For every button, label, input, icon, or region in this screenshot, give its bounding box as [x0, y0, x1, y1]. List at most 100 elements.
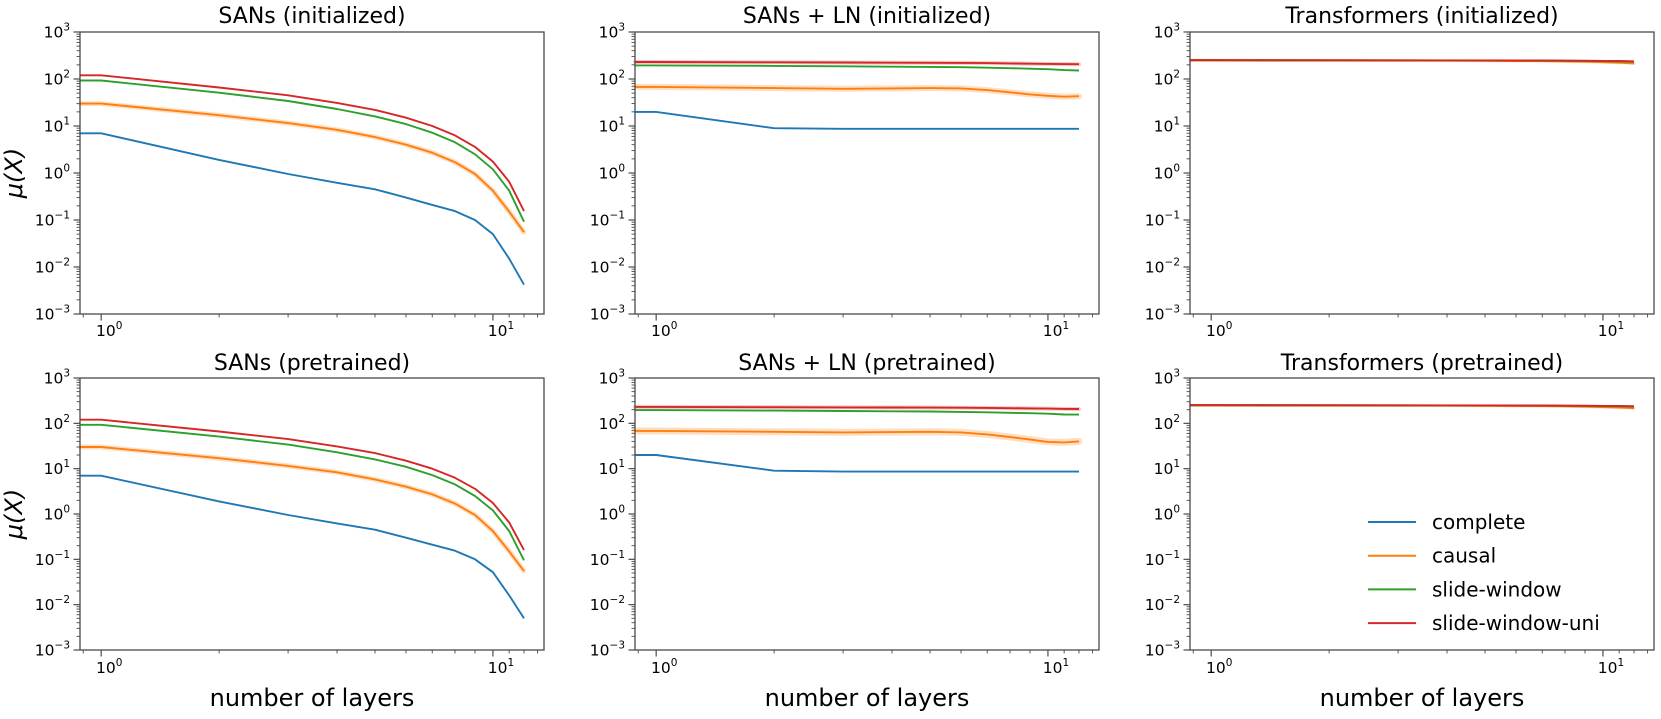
x-tick-label: 101	[1598, 657, 1624, 677]
series-line-slide-window-uni	[635, 405, 1080, 410]
series-line-slide-window-uni	[1190, 404, 1635, 408]
x-axis-label: number of layers	[1320, 684, 1525, 712]
y-tick-label: 101	[599, 458, 625, 478]
axes-frame	[79, 377, 545, 651]
x-tick-label: 100	[96, 320, 122, 340]
subplot-svg-transformers-pretrained: Transformers (pretrained) 103 102 101 100 10−…	[1145, 351, 1655, 712]
y-axis-label: μ(X)	[0, 148, 28, 199]
y-tick-label: 10−2	[590, 594, 625, 614]
series-line-complete	[80, 132, 525, 286]
chart-title: SANs + LN (pretrained)	[738, 351, 995, 376]
y-tick-label: 10−3	[35, 640, 70, 660]
legend-label-causal: causal	[1432, 544, 1496, 568]
subplot-sans-ln-pretrained: SANs + LN (pretrained) 103 102 101 100 10−1 10…	[555, 340, 1106, 719]
series-line-slide-window	[635, 64, 1080, 72]
axes-frame	[79, 31, 545, 315]
y-tick-label: 100	[44, 504, 70, 524]
x-tick-label: 100	[96, 657, 122, 677]
series-line-complete	[635, 454, 1079, 473]
y-tick-label: 103	[44, 22, 70, 42]
series-line-slide-window	[635, 409, 1080, 416]
chart-title: SANs (pretrained)	[214, 351, 410, 376]
y-tick-label: 10−3	[35, 304, 70, 324]
y-tick-label: 10−2	[1145, 594, 1180, 614]
y-tick-label: 101	[599, 116, 625, 136]
y-tick-label: 103	[1154, 368, 1180, 388]
y-tick-label: 10−3	[1145, 304, 1180, 324]
subplot-svg-sans-ln-initialized: SANs + LN (initialized) 103 102 101 100 10−1 1…	[590, 4, 1100, 340]
y-tick-label: 103	[599, 368, 625, 388]
y-tick-label: 102	[44, 69, 70, 89]
y-tick-label: 103	[1154, 22, 1180, 42]
legend-label-slide-window: slide-window	[1432, 577, 1562, 601]
series-line-slide-window-uni	[635, 61, 1080, 66]
subplot-svg-sans-ln-pretrained: SANs + LN (pretrained) 103 102 101 100 10−1 10…	[590, 351, 1100, 712]
x-axis-label: number of layers	[765, 684, 970, 712]
y-tick-label: 10−3	[590, 304, 625, 324]
y-tick-label: 102	[44, 413, 70, 433]
subplot-sans-pretrained: SANs (pretrained) 103 102 101 100 10−1 10−2 10−…	[0, 340, 551, 719]
y-tick-label: 100	[1154, 504, 1180, 524]
y-axis-label: μ(X)	[0, 489, 28, 540]
chart-title: Transformers (pretrained)	[1280, 351, 1563, 376]
subplot-transformers-pretrained: Transformers (pretrained) 103 102 101 100 10−…	[1110, 340, 1661, 719]
x-tick-label: 100	[651, 657, 677, 677]
y-tick-label: 103	[44, 368, 70, 388]
x-tick-label: 100	[1206, 320, 1232, 340]
series-line-causal	[80, 446, 525, 572]
y-tick-label: 103	[599, 22, 625, 42]
y-tick-label: 10−1	[590, 549, 625, 569]
series-line-causal	[635, 429, 1080, 444]
subplot-svg-transformers-initialized: Transformers (initialized) 103 102 101 100 10…	[1145, 4, 1655, 340]
subplot-sans-ln-initialized: SANs + LN (initialized) 103 102 101 100 10−1 1…	[555, 0, 1106, 340]
chart-title: SANs + LN (initialized)	[743, 4, 991, 29]
y-tick-label: 102	[1154, 413, 1180, 433]
y-tick-label: 10−3	[590, 640, 625, 660]
y-tick-label: 100	[599, 504, 625, 524]
series-line-slide-window	[80, 423, 525, 561]
y-tick-label: 10−1	[35, 549, 70, 569]
y-tick-label: 10−1	[1145, 549, 1180, 569]
series-line-causal	[80, 102, 525, 233]
y-tick-label: 100	[44, 163, 70, 183]
y-tick-label: 102	[1154, 69, 1180, 89]
y-tick-label: 10−2	[1145, 257, 1180, 277]
x-tick-label: 101	[1043, 657, 1069, 677]
y-tick-label: 10−2	[35, 594, 70, 614]
subplot-sans-initialized: SANs (initialized) 103 102 101 100 10−1 10−2 10…	[0, 0, 551, 340]
axes-frame	[1189, 31, 1655, 315]
y-tick-label: 10−2	[35, 257, 70, 277]
y-tick-label: 101	[44, 458, 70, 478]
subplot-transformers-initialized: Transformers (initialized) 103 102 101 100 10…	[1110, 0, 1661, 340]
y-tick-label: 101	[1154, 116, 1180, 136]
axes-frame	[1189, 377, 1655, 651]
y-tick-label: 10−1	[35, 210, 70, 230]
series-line-causal	[635, 85, 1080, 98]
x-tick-label: 101	[488, 320, 514, 340]
x-tick-label: 100	[1206, 657, 1232, 677]
chart-title: SANs (initialized)	[218, 4, 405, 29]
y-tick-label: 10−2	[590, 257, 625, 277]
subplot-svg-sans-initialized: SANs (initialized) 103 102 101 100 10−1 10−2 10…	[0, 4, 545, 340]
x-axis-label: number of layers	[210, 684, 415, 712]
y-tick-label: 10−3	[1145, 640, 1180, 660]
axes-frame	[634, 31, 1100, 315]
series-line-complete	[635, 110, 1079, 130]
axes-frame	[634, 377, 1100, 651]
y-tick-label: 100	[599, 163, 625, 183]
x-tick-label: 101	[1598, 320, 1624, 340]
y-tick-label: 101	[44, 116, 70, 136]
series-line-slide-window-uni	[80, 418, 525, 551]
x-tick-label: 101	[488, 657, 514, 677]
legend-label-complete: complete	[1432, 510, 1525, 534]
series-line-slide-window	[80, 79, 525, 223]
y-tick-label: 10−1	[590, 210, 625, 230]
chart-title: Transformers (initialized)	[1284, 4, 1558, 29]
y-tick-label: 10−1	[1145, 210, 1180, 230]
series-line-slide-window-uni	[80, 74, 525, 212]
x-tick-label: 101	[1043, 320, 1069, 340]
legend-label-slide-window-uni: slide-window-uni	[1432, 611, 1600, 635]
series-line-complete	[80, 474, 525, 619]
subplot-svg-sans-pretrained: SANs (pretrained) 103 102 101 100 10−1 10−2 10−…	[0, 351, 545, 712]
